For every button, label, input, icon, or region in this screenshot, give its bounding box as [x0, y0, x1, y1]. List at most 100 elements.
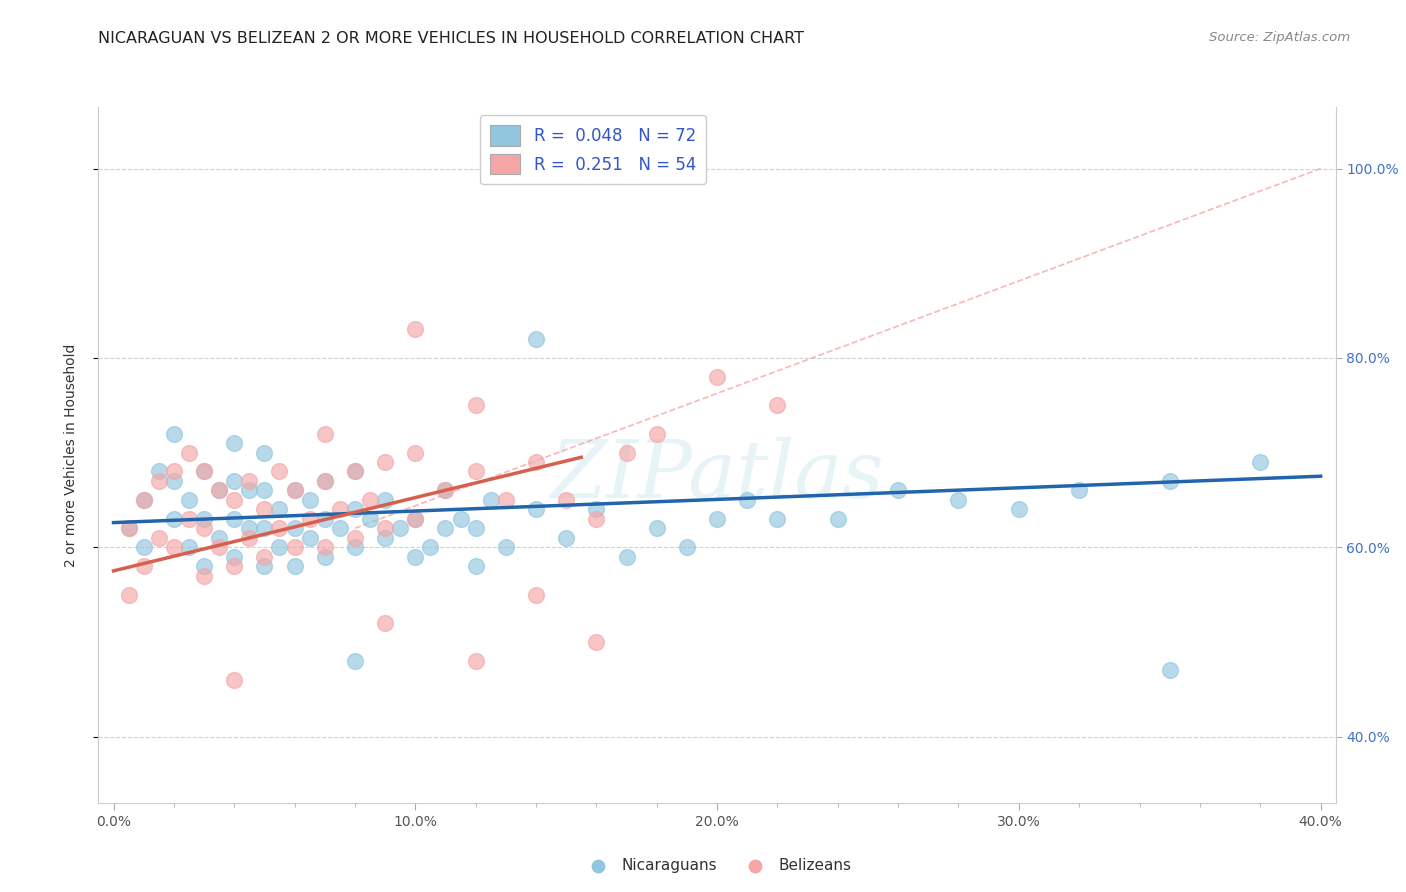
Point: [132, 540, 155, 554]
Point: [269, 465, 291, 479]
Point: [132, 559, 155, 574]
Point: [404, 322, 426, 336]
Point: [269, 540, 291, 554]
Point: [1008, 502, 1031, 516]
Point: [208, 483, 231, 498]
Y-axis label: 2 or more Vehicles in Household: 2 or more Vehicles in Household: [63, 343, 77, 566]
Point: [495, 540, 517, 554]
Point: [827, 512, 849, 526]
Point: [224, 474, 246, 488]
Point: [706, 512, 728, 526]
Legend: Nicaraguans, Belizeans: Nicaraguans, Belizeans: [576, 852, 858, 879]
Point: [1069, 483, 1091, 498]
Point: [1249, 455, 1271, 469]
Point: [298, 512, 321, 526]
Point: [343, 540, 366, 554]
Point: [224, 492, 246, 507]
Point: [224, 512, 246, 526]
Point: [404, 549, 426, 564]
Point: [314, 474, 336, 488]
Point: [585, 635, 607, 649]
Point: [269, 502, 291, 516]
Point: [524, 502, 547, 516]
Text: ZIPatlas: ZIPatlas: [550, 437, 884, 515]
Point: [163, 465, 186, 479]
Point: [616, 549, 638, 564]
Point: [253, 549, 276, 564]
Point: [253, 521, 276, 535]
Point: [314, 512, 336, 526]
Point: [343, 531, 366, 545]
Point: [329, 502, 352, 516]
Point: [284, 540, 307, 554]
Point: [645, 426, 668, 441]
Point: [314, 474, 336, 488]
Point: [374, 615, 396, 630]
Point: [208, 531, 231, 545]
Point: [193, 465, 215, 479]
Point: [238, 474, 260, 488]
Point: [374, 492, 396, 507]
Point: [284, 559, 307, 574]
Point: [585, 502, 607, 516]
Point: [555, 531, 578, 545]
Point: [374, 531, 396, 545]
Point: [177, 540, 200, 554]
Point: [434, 521, 457, 535]
Point: [224, 673, 246, 687]
Point: [314, 426, 336, 441]
Point: [450, 512, 472, 526]
Point: [208, 540, 231, 554]
Point: [948, 492, 970, 507]
Point: [224, 549, 246, 564]
Point: [524, 455, 547, 469]
Point: [117, 521, 139, 535]
Point: [193, 465, 215, 479]
Point: [343, 465, 366, 479]
Point: [238, 531, 260, 545]
Point: [193, 568, 215, 582]
Point: [389, 521, 412, 535]
Point: [117, 588, 139, 602]
Point: [284, 483, 307, 498]
Point: [766, 398, 789, 412]
Point: [177, 492, 200, 507]
Point: [193, 559, 215, 574]
Point: [132, 492, 155, 507]
Point: [193, 521, 215, 535]
Point: [404, 445, 426, 459]
Point: [329, 521, 352, 535]
Point: [359, 492, 381, 507]
Point: [314, 540, 336, 554]
Point: [177, 445, 200, 459]
Point: [434, 483, 457, 498]
Point: [524, 332, 547, 346]
Point: [1159, 474, 1181, 488]
Point: [464, 465, 486, 479]
Point: [359, 512, 381, 526]
Point: [148, 531, 170, 545]
Point: [163, 474, 186, 488]
Point: [177, 512, 200, 526]
Point: [163, 426, 186, 441]
Point: [343, 465, 366, 479]
Point: [224, 436, 246, 450]
Point: [374, 521, 396, 535]
Point: [766, 512, 789, 526]
Point: [163, 512, 186, 526]
Text: NICARAGUAN VS BELIZEAN 2 OR MORE VEHICLES IN HOUSEHOLD CORRELATION CHART: NICARAGUAN VS BELIZEAN 2 OR MORE VEHICLE…: [98, 31, 804, 46]
Text: Source: ZipAtlas.com: Source: ZipAtlas.com: [1209, 31, 1350, 45]
Point: [434, 483, 457, 498]
Point: [706, 369, 728, 384]
Point: [117, 521, 139, 535]
Point: [735, 492, 758, 507]
Point: [238, 483, 260, 498]
Point: [616, 445, 638, 459]
Point: [464, 398, 486, 412]
Point: [464, 654, 486, 668]
Point: [253, 483, 276, 498]
Point: [404, 512, 426, 526]
Point: [343, 502, 366, 516]
Point: [224, 559, 246, 574]
Point: [479, 492, 502, 507]
